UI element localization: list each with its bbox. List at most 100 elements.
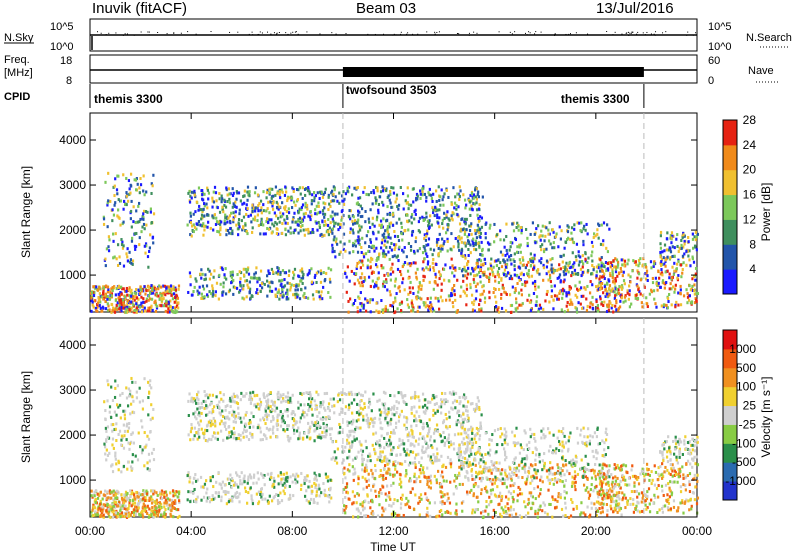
echo-cell: [308, 215, 312, 219]
echo-cell: [691, 289, 694, 293]
echo-cell: [322, 192, 325, 196]
nsky-point: [173, 32, 175, 34]
echo-cell: [237, 485, 240, 489]
echo-cell: [393, 284, 397, 288]
echo-cell: [320, 272, 323, 276]
echo-cell: [430, 303, 433, 307]
echo-cell: [130, 261, 133, 265]
echo-cell: [209, 479, 212, 483]
echo-cell: [450, 201, 453, 205]
echo-cell: [358, 210, 361, 214]
echo-cell: [159, 492, 162, 496]
echo-cell: [605, 292, 609, 296]
echo-cell: [415, 410, 418, 414]
echo-cell: [550, 284, 553, 288]
echo-cell: [600, 256, 603, 260]
echo-cell: [284, 185, 287, 189]
echo-cell: [116, 307, 119, 311]
echo-cell: [385, 280, 388, 284]
echo-cell: [145, 190, 148, 194]
echo-cell: [644, 272, 647, 276]
echo-cell: [294, 481, 297, 485]
echo-cell: [473, 228, 477, 232]
echo-cell: [118, 429, 122, 433]
nsky-point: [535, 31, 537, 33]
echo-cell: [321, 209, 325, 213]
echo-cell: [344, 249, 347, 253]
echo-cell: [249, 276, 253, 280]
echo-cell: [653, 260, 656, 264]
echo-cell: [150, 489, 153, 493]
echo-cell: [123, 507, 126, 511]
echo-cell: [458, 266, 461, 270]
echo-cell: [204, 394, 207, 398]
echo-cell: [439, 273, 442, 277]
echo-cell: [214, 294, 217, 298]
echo-cell: [372, 417, 375, 421]
echo-cell: [670, 303, 673, 307]
echo-cell: [340, 218, 343, 222]
nsky-tick-top: 10^5: [50, 21, 74, 33]
echo-cell: [599, 295, 602, 299]
echo-cell: [306, 207, 309, 211]
echo-cell: [168, 498, 171, 502]
echo-cell: [380, 299, 383, 303]
nsky-point: [434, 33, 436, 35]
echo-cell: [314, 403, 317, 407]
y-tick-label: 4000: [59, 133, 86, 147]
echo-cell: [237, 191, 241, 195]
echo-cell: [389, 221, 393, 225]
echo-cell: [469, 282, 472, 286]
echo-cell: [425, 211, 428, 215]
echo-cell: [135, 496, 139, 500]
echo-cell: [158, 508, 161, 512]
echo-cell: [272, 200, 275, 204]
nsky-point: [393, 33, 395, 35]
echo-cell: [462, 254, 465, 258]
echo-cell: [394, 200, 397, 204]
echo-cell: [418, 216, 422, 220]
echo-cell: [443, 217, 446, 221]
echo-cell: [104, 409, 107, 413]
echo-cell: [117, 215, 120, 219]
echo-cell: [95, 285, 98, 289]
echo-cell: [383, 436, 386, 440]
echo-cell: [107, 304, 110, 308]
echo-cell: [317, 270, 320, 274]
echo-cell: [135, 288, 138, 292]
echo-cell: [321, 403, 324, 407]
echo-cell: [696, 292, 700, 296]
echo-cell: [218, 210, 222, 214]
echo-cell: [668, 248, 671, 252]
echo-cell: [472, 193, 476, 197]
echo-cell: [299, 269, 302, 273]
echo-cell: [263, 395, 266, 399]
echo-cell: [592, 235, 595, 239]
echo-cell: [189, 214, 192, 218]
echo-cell: [192, 289, 195, 293]
echo-cell: [468, 229, 472, 233]
echo-cell: [171, 297, 175, 301]
echo-cell: [333, 235, 336, 239]
echo-cell: [235, 490, 239, 494]
echo-cell: [686, 301, 689, 305]
echo-cell: [92, 285, 95, 289]
echo-cell: [463, 217, 467, 221]
echo-cell: [152, 458, 156, 462]
echo-cell: [567, 236, 570, 240]
echo-cell: [189, 490, 192, 494]
echo-cell: [195, 497, 198, 501]
echo-cell: [480, 307, 483, 311]
echo-cell: [451, 301, 454, 305]
echo-cell: [616, 265, 619, 269]
echo-cell: [267, 413, 270, 417]
echo-cell: [695, 248, 698, 252]
echo-cell: [110, 464, 113, 468]
echo-cell: [548, 276, 552, 280]
echo-cell: [275, 214, 278, 218]
echo-cell: [342, 190, 345, 194]
echo-cell: [382, 390, 386, 394]
echo-cell: [314, 428, 317, 432]
echo-cell: [312, 501, 315, 505]
echo-cell: [96, 288, 99, 292]
